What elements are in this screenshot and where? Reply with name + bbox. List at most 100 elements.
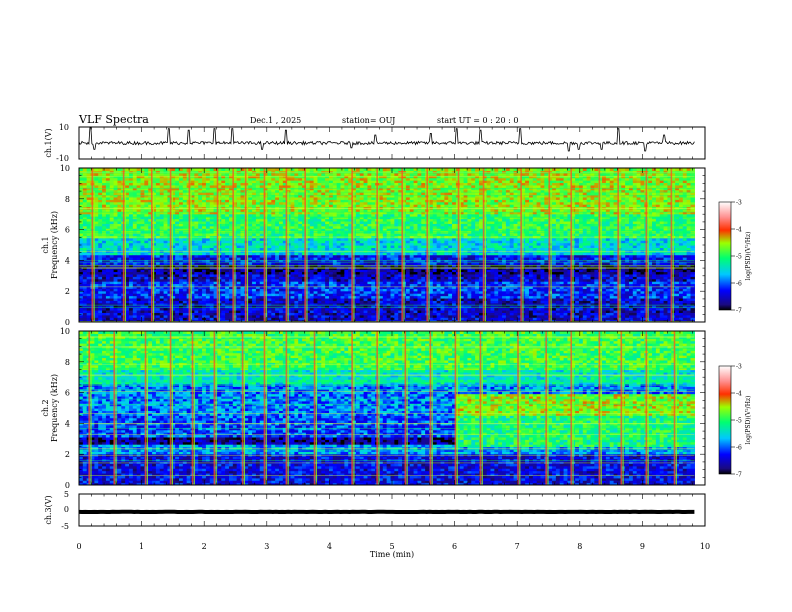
spectrogram-cell [225,283,230,287]
spectrogram-cell [79,276,84,280]
spectrogram-cell [205,199,211,203]
spectrogram-cell [302,182,307,186]
spectrogram-cell [167,300,172,304]
spectrogram-cell [102,302,107,306]
spectrogram-cell [255,208,261,212]
spectrogram-cell [140,309,145,313]
spectrogram-cell [171,283,176,287]
spectrogram-cell [86,259,92,263]
spectrogram-cell [275,196,280,200]
spectrogram-cell [117,273,122,277]
ch1-ytick-bottom: -10 [56,154,69,163]
spectrogram-cell [86,242,92,246]
spectrogram-cell [113,211,119,215]
spectrogram-cell [294,228,299,232]
spectrogram-cell [136,278,142,282]
spectrogram-cell [305,297,311,301]
spectrogram-cell [259,237,265,241]
spectrogram-cell [321,300,326,304]
spectrogram-cell [321,259,326,263]
spectrogram-cell [213,281,219,285]
spectrogram-cell [102,271,107,275]
spectrogram-cell [290,187,295,191]
spectrogram-cell [140,247,145,251]
spectrogram-cell [367,208,372,212]
spectrogram-cell [309,252,315,256]
spectrogram-cell [363,252,369,256]
spectrogram-cell [363,317,369,321]
spectrogram-cell [167,225,172,229]
spectrogram-cell [278,269,284,273]
spectrogram-cell [163,252,169,256]
spectrogram-cell [248,201,253,205]
spectrogram-cell [332,297,338,301]
spectrogram-cell [278,182,284,186]
spectrogram-cell [278,225,284,229]
spectrogram-cell [344,300,349,304]
spectrogram-cell [228,278,234,282]
spectrogram-cell [194,314,199,318]
spectrogram-cell [278,312,284,316]
spectrogram-cell [117,247,122,251]
spectrogram-cell [240,300,245,304]
spectrogram-cell [136,225,142,229]
spectrogram-cell [82,189,88,193]
spectrogram-cell [340,187,345,191]
spectrogram-cell [205,201,211,205]
spectrogram-cell [367,240,372,244]
spectrogram-cell [271,240,276,244]
spectrogram-cell [198,168,203,172]
spectrogram-cell [125,283,130,287]
spectrogram-cell [325,192,330,196]
spectrogram-cell [302,269,307,273]
spectrogram-cell [328,182,334,186]
spectrogram-cell [305,177,311,181]
spectrogram-cell [94,184,99,188]
spectrogram-cell [82,216,88,220]
spectrogram-cell [286,247,292,251]
spectrogram-cell [302,192,307,196]
spectrogram-cell [228,177,234,181]
spectrogram-cell [367,237,372,241]
spectrogram-cell [275,168,280,172]
spectrogram-cell [136,314,142,318]
spectrogram-cell [317,218,322,222]
spectrogram-cell [102,247,107,251]
spectrogram-cell [98,252,103,256]
spectrogram-cell [179,220,184,224]
spectrogram-cell [359,201,365,205]
spectrogram-cell [344,269,349,273]
spectrogram-cell [105,257,111,261]
spectrogram-cell [367,297,372,301]
spectrogram-cell [328,317,334,321]
spectrogram-cell [132,295,138,299]
spectrogram-cell [140,257,145,261]
spectrogram-cell [125,180,130,184]
spectrogram-cell [167,247,172,251]
spectrogram-cell [86,269,92,273]
spectrogram-cell [325,309,330,313]
spectrogram-cell [194,180,199,184]
spectrogram-cell [236,319,242,322]
spectrogram-cell [209,261,215,265]
spectrogram-cell [102,305,107,309]
spectrogram-cell [175,196,180,200]
spectrogram-cell [328,192,334,196]
spectrogram-cell [175,247,180,251]
spectrogram-cell [321,319,326,322]
spectrogram-cell [140,273,145,277]
spectrogram-cell [325,247,330,251]
spectrogram-cell [213,276,219,280]
spectrogram-cell [348,257,353,261]
spectrogram-cell [255,228,261,232]
spectrogram-cell [317,192,322,196]
spectrogram-cell [259,184,265,188]
spectrogram-cell [286,288,292,292]
spectrogram-cell [321,211,326,215]
spectrogram-cell [155,189,161,193]
spectrogram-cell [136,204,142,208]
spectrogram-cell [113,317,119,321]
spectrogram-cell [267,259,272,263]
spectrogram-cell [302,247,307,251]
spectrogram-cell [190,242,195,246]
